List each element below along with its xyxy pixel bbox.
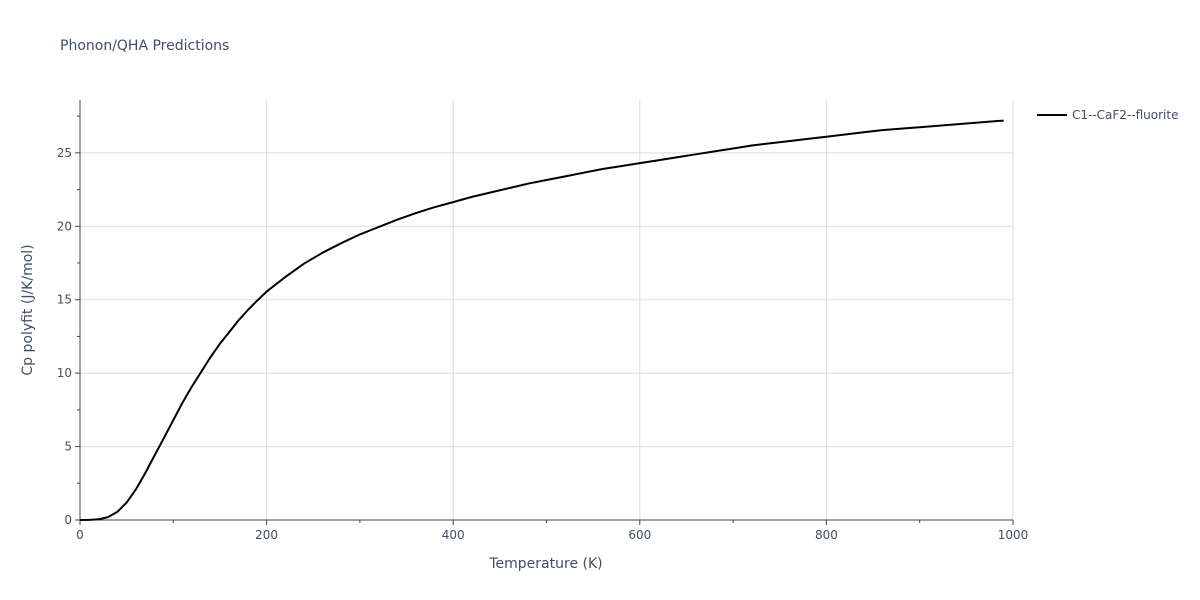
y-tick-label: 5 bbox=[64, 440, 72, 454]
x-tick-label: 600 bbox=[628, 528, 651, 542]
x-tick-label: 800 bbox=[815, 528, 838, 542]
x-tick-label: 0 bbox=[76, 528, 84, 542]
series-line bbox=[79, 119, 1004, 521]
tick-layer: 0 200 400 600 800 1000 0 5 10 15 20 25 bbox=[57, 115, 1029, 542]
grid-layer bbox=[80, 100, 1014, 520]
y-axis-title: Cp polyfit (J/K/mol) bbox=[20, 244, 36, 375]
x-tick-label: 200 bbox=[255, 528, 278, 542]
y-tick-label: 20 bbox=[57, 219, 72, 233]
x-axis-title: Temperature (K) bbox=[488, 556, 602, 572]
y-tick-label: 0 bbox=[64, 513, 72, 527]
legend: C1--CaF2--fluorite bbox=[1037, 108, 1178, 122]
y-tick-label: 10 bbox=[57, 366, 72, 380]
chart-title: Phonon/QHA Predictions bbox=[60, 38, 229, 54]
series-layer bbox=[79, 119, 1004, 521]
x-tick-label: 1000 bbox=[998, 528, 1029, 542]
y-tick-label: 25 bbox=[57, 146, 72, 160]
legend-label: C1--CaF2--fluorite bbox=[1072, 108, 1178, 122]
x-tick-label: 400 bbox=[442, 528, 465, 542]
y-tick-label: 15 bbox=[57, 293, 72, 307]
